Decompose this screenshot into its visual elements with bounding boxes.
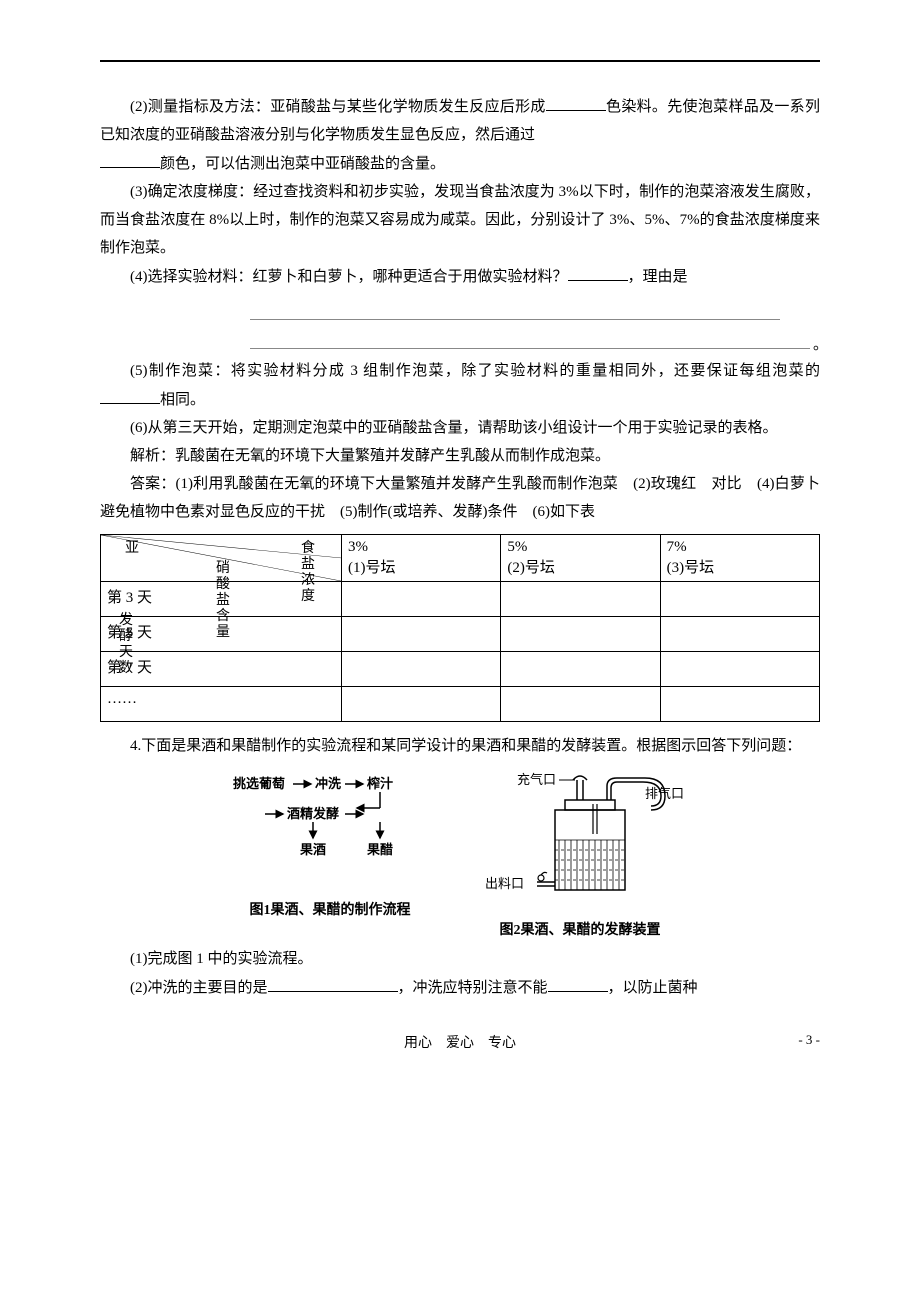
q2-text-c: 颜色，可以估测出泡菜中亚硝酸盐的含量。 bbox=[160, 156, 445, 172]
device-label-exhaust: 排气口 bbox=[645, 786, 684, 801]
table-row: 第 7 天 bbox=[101, 652, 820, 687]
cell bbox=[342, 652, 501, 687]
cell bbox=[501, 687, 660, 722]
cell bbox=[501, 617, 660, 652]
top-rule bbox=[100, 60, 820, 62]
figures-row: 挑选葡萄 冲洗 榨汁 酒精发酵 果酒 果醋 bbox=[100, 770, 820, 939]
diagonal-header-cell: 亚 食 盐 浓 度 硝 酸 盐 含 量 发 酵 天 数 bbox=[101, 535, 342, 582]
flow-node: 果醋 bbox=[366, 842, 393, 857]
answer: 答案：(1)利用乳酸菌在无氧的环境下大量繁殖并发酵产生乳酸而制作泡菜 (2)玫瑰… bbox=[100, 470, 820, 526]
q4-sub1-text: (1)完成图 1 中的实验流程。 bbox=[130, 951, 313, 967]
device-label-outlet: 出料口 bbox=[485, 876, 524, 891]
q5-text-a: (5)制作泡菜：将实验材料分成 3 组制作泡菜，除了实验材料的重量相同外，还要保… bbox=[130, 363, 820, 379]
record-table: 亚 食 盐 浓 度 硝 酸 盐 含 量 发 酵 天 数 3% (1)号坛 5% … bbox=[100, 534, 820, 722]
row-label: …… bbox=[101, 687, 342, 722]
diag-top-left: 亚 bbox=[125, 541, 139, 557]
question-3: (3)确定浓度梯度：经过查找资料和初步实验，发现当食盐浓度为 3%以下时，制作的… bbox=[100, 178, 820, 262]
table-row: 第 3 天 bbox=[101, 582, 820, 617]
figure-1: 挑选葡萄 冲洗 榨汁 酒精发酵 果酒 果醋 bbox=[225, 770, 435, 939]
cell bbox=[342, 617, 501, 652]
q2-text-a: (2)测量指标及方法：亚硝酸盐与某些化学物质发生反应后形成 bbox=[130, 99, 546, 115]
long-blank-2 bbox=[250, 328, 810, 349]
q4-sub2: (2)冲洗的主要目的是 ，冲洗应特别注意不能 ，以防止菌种 bbox=[100, 973, 820, 1002]
col-header-2: 5% (2)号坛 bbox=[501, 535, 660, 582]
q4-sub1: (1)完成图 1 中的实验流程。 bbox=[100, 945, 820, 973]
col-header-1: 3% (1)号坛 bbox=[342, 535, 501, 582]
diag-top-right: 食 盐 浓 度 bbox=[301, 541, 315, 605]
flow-node: 冲洗 bbox=[315, 776, 341, 791]
footer-page: - 3 - bbox=[798, 1032, 820, 1048]
q4-sub2b: ，冲洗应特别注意不能 bbox=[398, 980, 548, 996]
cell bbox=[501, 652, 660, 687]
table-header-row: 亚 食 盐 浓 度 硝 酸 盐 含 量 发 酵 天 数 3% (1)号坛 5% … bbox=[101, 535, 820, 582]
figure-2: 充气口 排气口 出料口 图2果酒、果醋的发酵装置 bbox=[465, 770, 695, 939]
flowchart-svg: 挑选葡萄 冲洗 榨汁 酒精发酵 果酒 果醋 bbox=[225, 770, 435, 890]
flow-node: 酒精发酵 bbox=[287, 806, 339, 821]
fig1-caption: 图1果酒、果醋的制作流程 bbox=[225, 899, 435, 919]
diag-top-mid: 硝 酸 盐 含 量 bbox=[216, 561, 230, 641]
answer-text: 答案：(1)利用乳酸菌在无氧的环境下大量繁殖并发酵产生乳酸而制作泡菜 (2)玫瑰… bbox=[100, 476, 835, 520]
q4-text-b: ，理由是 bbox=[628, 269, 688, 285]
question-4-main: 4.下面是果酒和果醋制作的实验流程和某同学设计的果酒和果醋的发酵装置。根据图示回… bbox=[100, 732, 820, 760]
cell bbox=[660, 687, 819, 722]
flow-node: 挑选葡萄 bbox=[233, 776, 285, 791]
question-2: (2)测量指标及方法：亚硝酸盐与某些化学物质发生反应后形成色染料。先使泡菜样品及… bbox=[100, 92, 820, 149]
table-row: 第 5 天 bbox=[101, 617, 820, 652]
blank bbox=[100, 385, 160, 404]
q4-sub2c: ，以防止菌种 bbox=[608, 980, 698, 996]
flow-node: 果酒 bbox=[299, 842, 326, 857]
blank bbox=[100, 149, 160, 168]
analysis: 解析：乳酸菌在无氧的环境下大量繁殖并发酵产生乳酸从而制作成泡菜。 bbox=[100, 442, 820, 470]
analysis-text: 解析：乳酸菌在无氧的环境下大量繁殖并发酵产生乳酸从而制作成泡菜。 bbox=[130, 448, 610, 464]
row-label: 第 7 天 bbox=[101, 652, 342, 687]
col-header-3: 7% (3)号坛 bbox=[660, 535, 819, 582]
long-blank-1 bbox=[250, 299, 780, 320]
q4-sub2a: (2)冲洗的主要目的是 bbox=[130, 980, 268, 996]
q3-text: (3)确定浓度梯度：经过查找资料和初步实验，发现当食盐浓度为 3%以下时，制作的… bbox=[100, 184, 820, 256]
footer-center: 用心 爱心 专心 bbox=[404, 1036, 516, 1051]
device-svg: 充气口 排气口 出料口 bbox=[465, 770, 695, 910]
question-2-cont: 颜色，可以估测出泡菜中亚硝酸盐的含量。 bbox=[100, 149, 820, 178]
cell bbox=[342, 582, 501, 617]
diag-bottom-left: 发 酵 天 数 bbox=[119, 613, 133, 677]
page: (2)测量指标及方法：亚硝酸盐与某些化学物质发生反应后形成色染料。先使泡菜样品及… bbox=[0, 0, 920, 1092]
question-5: (5)制作泡菜：将实验材料分成 3 组制作泡菜，除了实验材料的重量相同外，还要保… bbox=[100, 357, 820, 414]
q6-text: (6)从第三天开始，定期测定泡菜中的亚硝酸盐含量，请帮助该小组设计一个用于实验记… bbox=[130, 420, 778, 436]
flow-node: 榨汁 bbox=[366, 776, 393, 791]
blank bbox=[268, 973, 398, 992]
table-row: …… bbox=[101, 687, 820, 722]
q4-text-a: (4)选择实验材料：红萝卜和白萝卜，哪种更适合于用做实验材料？ bbox=[130, 269, 568, 285]
blank bbox=[568, 262, 628, 281]
q5-text-b: 相同。 bbox=[160, 392, 205, 408]
cell bbox=[342, 687, 501, 722]
cell bbox=[660, 652, 819, 687]
device-label-charge: 充气口 bbox=[517, 772, 556, 787]
cell bbox=[660, 582, 819, 617]
blank bbox=[546, 92, 606, 111]
blank bbox=[548, 973, 608, 992]
q4main-intro: 4.下面是果酒和果醋制作的实验流程和某同学设计的果酒和果醋的发酵装置。根据图示回… bbox=[130, 738, 801, 754]
cell bbox=[660, 617, 819, 652]
fig2-caption: 图2果酒、果醋的发酵装置 bbox=[465, 919, 695, 939]
page-footer: 用心 爱心 专心 - 3 - bbox=[100, 1032, 820, 1052]
cell bbox=[501, 582, 660, 617]
question-6: (6)从第三天开始，定期测定泡菜中的亚硝酸盐含量，请帮助该小组设计一个用于实验记… bbox=[100, 414, 820, 442]
question-4: (4)选择实验材料：红萝卜和白萝卜，哪种更适合于用做实验材料？ ，理由是 bbox=[100, 262, 820, 291]
